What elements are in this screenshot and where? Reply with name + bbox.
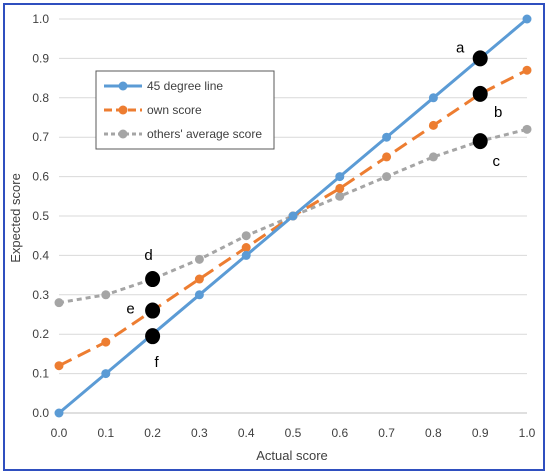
data-point	[194, 254, 204, 264]
annotation-label: b	[494, 104, 502, 121]
legend: 45 degree line own score others' average s…	[95, 70, 275, 150]
data-point	[335, 183, 345, 193]
annotation-dot	[145, 328, 161, 345]
data-point	[335, 191, 345, 201]
data-point	[428, 120, 438, 130]
data-point	[522, 65, 532, 75]
data-point	[54, 361, 64, 371]
x-tick-label: 0.3	[191, 426, 208, 440]
data-point	[54, 408, 64, 418]
data-point	[241, 231, 251, 241]
y-tick-label: 0.8	[32, 91, 49, 105]
annotation-dot	[145, 271, 161, 288]
data-point	[288, 211, 298, 221]
annotation-label: f	[155, 354, 160, 371]
data-point	[241, 250, 251, 260]
x-tick-label: 0.9	[472, 426, 489, 440]
gridlines	[59, 18, 527, 375]
x-tick-label: 0.2	[144, 426, 161, 440]
data-point	[382, 152, 392, 162]
legend-swatch-marker	[118, 105, 128, 115]
annotation-label: a	[456, 39, 465, 56]
y-tick-label: 0.2	[32, 327, 49, 341]
legend-swatch-marker	[118, 129, 128, 139]
x-tick-label: 0.1	[97, 426, 114, 440]
data-point	[428, 152, 438, 162]
y-tick-label: 0.3	[32, 288, 49, 302]
annotation-label: e	[126, 301, 134, 318]
data-point	[428, 93, 438, 103]
legend-label: 45 degree line	[147, 79, 223, 93]
annotation-dot	[472, 85, 488, 102]
y-tick-label: 0.0	[32, 406, 49, 420]
data-point	[382, 132, 392, 142]
data-point	[101, 369, 111, 379]
y-tick-label: 0.6	[32, 170, 49, 184]
x-tick-label: 0.4	[238, 426, 255, 440]
y-tick-label: 0.1	[32, 367, 49, 381]
annotation-dot	[145, 302, 161, 319]
y-axis-title: Expected score	[8, 173, 23, 263]
x-axis-title: Actual score	[256, 448, 328, 463]
legend-swatch-marker	[118, 81, 128, 91]
x-tick-label: 0.8	[425, 426, 442, 440]
y-tick-label: 1.0	[32, 12, 49, 26]
legend-label: own score	[147, 103, 202, 117]
y-tick-label: 0.5	[32, 209, 49, 223]
annotation-markers: a b c d e f	[126, 39, 502, 371]
annotation-dot	[472, 133, 488, 150]
data-point	[522, 14, 532, 24]
y-tick-label: 0.9	[32, 51, 49, 65]
annotation-dot	[472, 50, 488, 67]
x-tick-label: 1.0	[519, 426, 536, 440]
data-point	[101, 337, 111, 347]
x-tick-label: 0.0	[51, 426, 68, 440]
data-point	[522, 124, 532, 134]
data-point	[382, 172, 392, 182]
tick-labels: 0.0 0.1 0.2 0.3 0.4 0.5 0.6 0.7 0.8 0.9 1.0 0.0 0.1 0…	[32, 12, 535, 440]
annotation-label: c	[492, 153, 500, 170]
data-point	[101, 290, 111, 300]
annotation-label: d	[144, 247, 152, 264]
x-tick-label: 0.5	[285, 426, 302, 440]
data-point	[241, 243, 251, 253]
y-tick-label: 0.4	[32, 248, 49, 262]
legend-label: others' average score	[147, 127, 262, 141]
data-point	[194, 274, 204, 284]
x-tick-label: 0.7	[378, 426, 395, 440]
x-tick-label: 0.6	[331, 426, 348, 440]
data-point	[335, 172, 345, 182]
data-point	[54, 298, 64, 308]
data-point	[194, 290, 204, 300]
y-tick-label: 0.7	[32, 130, 49, 144]
